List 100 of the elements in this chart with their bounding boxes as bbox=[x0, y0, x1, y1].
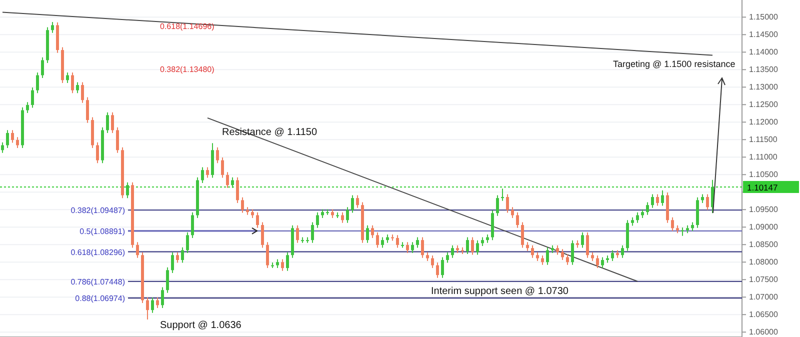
candlestick bbox=[566, 254, 569, 266]
y-tick-label: 1.10500 bbox=[749, 170, 778, 180]
candlestick bbox=[446, 252, 449, 264]
candlestick bbox=[621, 244, 624, 258]
candlestick bbox=[541, 254, 544, 266]
y-tick-label: 1.14500 bbox=[749, 30, 778, 40]
candlestick bbox=[191, 212, 194, 238]
y-tick-label: 1.14000 bbox=[749, 48, 778, 57]
candlestick bbox=[406, 242, 409, 254]
candlestick bbox=[656, 194, 659, 206]
candlestick bbox=[571, 240, 574, 266]
candlestick bbox=[351, 194, 354, 214]
candlestick bbox=[11, 130, 14, 144]
candlestick bbox=[521, 222, 524, 248]
candlestick bbox=[6, 130, 9, 149]
candlestick bbox=[466, 236, 469, 255]
candlestick bbox=[186, 232, 189, 254]
candlestick bbox=[511, 206, 514, 219]
y-tick-label: 1.12500 bbox=[749, 100, 778, 110]
candlestick bbox=[96, 142, 99, 164]
candlestick bbox=[436, 262, 439, 278]
ref-line-label: 0.786(1.07448) bbox=[70, 277, 126, 286]
annotation: 0.618(1.14696) bbox=[160, 22, 215, 31]
candlestick bbox=[26, 102, 29, 114]
candlestick bbox=[316, 212, 319, 228]
candlestick bbox=[396, 234, 399, 248]
ref-line-label: 0.5(1.08891) bbox=[80, 226, 126, 236]
annotation: Interim support seen @ 1.0730 bbox=[431, 286, 569, 297]
candlestick bbox=[281, 258, 284, 272]
y-tick-label: 1.08000 bbox=[749, 258, 778, 267]
y-tick-label: 1.07500 bbox=[749, 275, 778, 284]
candlestick bbox=[601, 256, 604, 269]
candlestick bbox=[646, 202, 649, 216]
y-tick-label: 1.07000 bbox=[749, 292, 778, 302]
candlestick bbox=[86, 96, 89, 124]
candlestick bbox=[611, 250, 614, 262]
ref-line-label: 0.618(1.08296) bbox=[70, 248, 126, 257]
candlestick bbox=[116, 126, 119, 154]
candlestick bbox=[416, 236, 419, 248]
y-tick-label: 1.09000 bbox=[749, 222, 778, 232]
candlestick bbox=[106, 112, 109, 134]
candlestick bbox=[411, 242, 414, 254]
candlestick bbox=[636, 212, 639, 224]
candlestick bbox=[81, 82, 84, 104]
candlestick bbox=[561, 248, 564, 261]
candlestick bbox=[286, 252, 289, 272]
candlestick bbox=[216, 146, 219, 164]
candlestick bbox=[376, 232, 379, 248]
candlestick bbox=[661, 190, 664, 206]
y-tick-label: 1.11000 bbox=[749, 152, 778, 162]
candlestick bbox=[146, 296, 149, 320]
candlestick bbox=[1, 142, 4, 154]
annotation: Targeting @ 1.1500 resistance bbox=[613, 59, 736, 69]
candlestick bbox=[651, 194, 654, 208]
y-tick-label: 1.13500 bbox=[749, 65, 778, 74]
ref-line-label: 0.382(1.09487) bbox=[70, 206, 126, 216]
candlestick bbox=[51, 22, 54, 34]
candlestick bbox=[181, 246, 184, 264]
y-tick-label: 1.15000 bbox=[749, 12, 778, 22]
candlestick bbox=[16, 136, 19, 149]
candlestick bbox=[161, 286, 164, 308]
candlestick bbox=[41, 56, 44, 79]
y-tick-label: 1.12000 bbox=[749, 118, 778, 127]
candlestick bbox=[241, 196, 244, 214]
candlestick bbox=[586, 232, 589, 258]
candlestick bbox=[226, 172, 229, 188]
candlestick bbox=[371, 224, 374, 238]
candlestick bbox=[66, 72, 69, 84]
candlestick bbox=[421, 236, 424, 258]
candlestick bbox=[201, 166, 204, 184]
candlestick bbox=[381, 236, 384, 248]
candlestick bbox=[671, 216, 674, 232]
candlestick bbox=[236, 176, 239, 204]
candlestick bbox=[206, 166, 209, 178]
candlestick bbox=[556, 244, 559, 256]
candlestick bbox=[261, 222, 264, 248]
candlestick bbox=[516, 212, 519, 228]
candlestick bbox=[546, 246, 549, 266]
candlestick bbox=[176, 252, 179, 264]
candlestick bbox=[221, 156, 224, 178]
candlestick bbox=[36, 72, 39, 94]
candlestick bbox=[341, 212, 344, 224]
candlestick bbox=[171, 252, 174, 274]
candlestick bbox=[356, 194, 359, 208]
candlestick bbox=[501, 188, 504, 202]
y-tick-label: 1.11500 bbox=[749, 135, 778, 144]
y-tick-label: 1.06000 bbox=[749, 328, 778, 337]
candlestick bbox=[596, 254, 599, 269]
candlestick bbox=[111, 112, 114, 134]
candlestick bbox=[31, 86, 34, 108]
candlestick bbox=[136, 242, 139, 258]
candlestick bbox=[266, 242, 269, 269]
candlestick bbox=[256, 212, 259, 228]
annotation: Support @ 1.0636 bbox=[160, 320, 242, 331]
y-tick-label: 1.08500 bbox=[749, 240, 778, 250]
candlestick bbox=[476, 240, 479, 256]
candlestick bbox=[401, 242, 404, 248]
candlestick bbox=[441, 256, 444, 278]
candlestick bbox=[76, 82, 79, 94]
candlestick bbox=[166, 266, 169, 294]
